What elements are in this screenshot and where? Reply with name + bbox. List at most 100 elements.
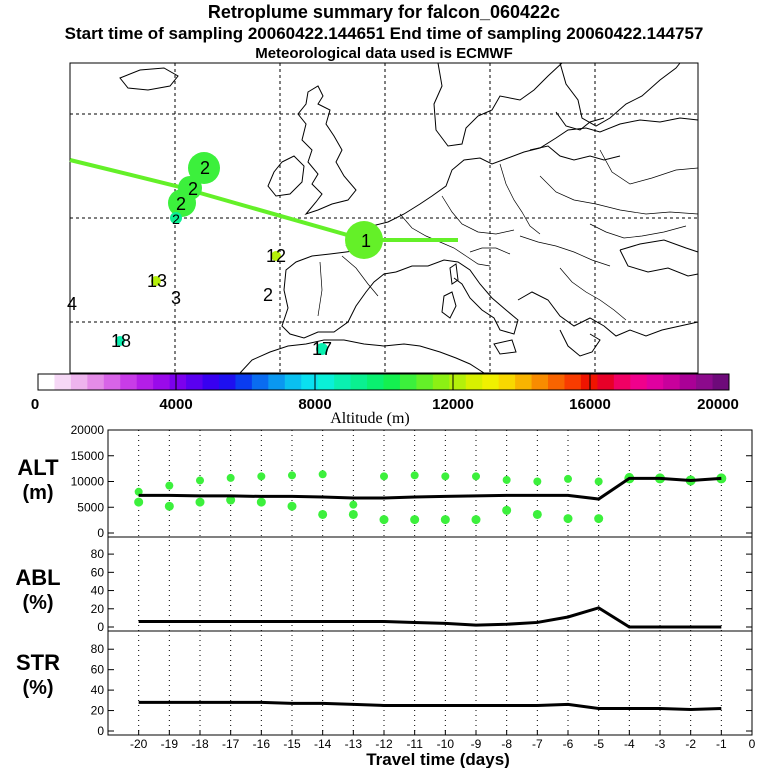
plume-label: 13 bbox=[147, 271, 167, 291]
colorbar-cell bbox=[103, 374, 121, 390]
y-tick-label: 60 bbox=[91, 565, 105, 579]
alt-series-line bbox=[138, 476, 722, 501]
y-tick-label: 5000 bbox=[77, 500, 104, 514]
altitude-scatter-point bbox=[195, 497, 205, 507]
map-gridlines bbox=[70, 63, 698, 373]
colorbar-cell bbox=[663, 374, 681, 390]
x-tick-label: -13 bbox=[345, 737, 363, 751]
x-tick-label: -6 bbox=[563, 737, 574, 751]
x-tick-label: -1 bbox=[716, 737, 727, 751]
chart-title: Retroplume summary for falcon_060422c bbox=[207, 2, 561, 22]
colorbar-tick-label: 0 bbox=[31, 396, 39, 413]
plume-cluster-marker bbox=[151, 276, 161, 286]
y-tick-label: 20 bbox=[91, 704, 105, 718]
altitude-scatter-point bbox=[472, 472, 480, 481]
alt-ylabel: ALT bbox=[17, 455, 59, 480]
x-axis-ticks: -20 -19 -18 -17 -16 -15 -14 -13 -12 -11 -10 -9 -8 -7-… bbox=[130, 730, 756, 751]
abl-y-ticks: 0 20 40 60 80 bbox=[91, 547, 752, 634]
y-tick-label: 15000 bbox=[71, 449, 105, 463]
colorbar-cell bbox=[679, 374, 697, 390]
str-ylabel: STR bbox=[16, 650, 60, 675]
x-tick-label: -16 bbox=[253, 737, 271, 751]
y-tick-label: 80 bbox=[91, 642, 105, 656]
colorbar-cell bbox=[548, 374, 565, 390]
altitude-scatter-point bbox=[380, 472, 388, 481]
altitude-scatter-point bbox=[318, 470, 327, 479]
colorbar-cell bbox=[54, 374, 72, 390]
plume-cluster-marker bbox=[168, 189, 196, 217]
y-tick-label: 20000 bbox=[71, 423, 105, 437]
colorbar-tick-label: 8000 bbox=[298, 396, 331, 413]
colorbar-cell bbox=[416, 374, 434, 390]
x-axis-title: Travel time (days) bbox=[366, 750, 510, 768]
alt-scatter bbox=[134, 470, 727, 525]
altitude-scatter-point bbox=[379, 515, 389, 525]
plume-label: 4 bbox=[67, 294, 77, 314]
plume-label: 17 bbox=[312, 339, 332, 359]
colorbar-cell bbox=[482, 374, 500, 390]
colorbar-cell bbox=[350, 374, 368, 390]
altitude-scatter-point bbox=[532, 509, 542, 519]
y-tick-label: 20 bbox=[91, 602, 105, 616]
altitude-scatter-point bbox=[410, 471, 419, 480]
x-tick-label: -2 bbox=[685, 737, 696, 751]
y-tick-label: 0 bbox=[97, 724, 104, 738]
x-tick-label: -9 bbox=[471, 737, 482, 751]
x-tick-label: -11 bbox=[406, 737, 423, 751]
altitude-scatter-point bbox=[257, 472, 266, 481]
colorbar-cell bbox=[613, 374, 631, 390]
altitude-scatter-point bbox=[318, 509, 328, 519]
colorbar-cell bbox=[284, 374, 302, 390]
plume-cluster-marker bbox=[170, 212, 182, 224]
x-tick-label: -10 bbox=[437, 737, 455, 751]
altitude-scatter-point bbox=[533, 477, 542, 486]
x-tick-label: 0 bbox=[749, 737, 756, 751]
str-ylabel-unit: (%) bbox=[22, 677, 53, 699]
x-tick-label: -4 bbox=[624, 737, 635, 751]
colorbar-cell bbox=[317, 374, 335, 390]
x-tick-label: -7 bbox=[532, 737, 543, 751]
plume-label: 18 bbox=[111, 331, 131, 351]
str-y-ticks: 0 20 40 60 80 bbox=[91, 642, 752, 738]
colorbar-cell bbox=[235, 374, 253, 390]
x-tick-label: -17 bbox=[222, 737, 240, 751]
colorbar-cell bbox=[646, 374, 664, 390]
colorbar-label: Altitude (m) bbox=[330, 410, 410, 427]
map-panel: 2 2 2 2 1 12 13 3 2 18 17 4 bbox=[67, 62, 699, 374]
colorbar-cell bbox=[186, 374, 204, 390]
y-tick-label: 10000 bbox=[71, 475, 105, 489]
colorbar-cell bbox=[449, 374, 467, 390]
colorbar-cell bbox=[301, 374, 319, 390]
altitude-scatter-point bbox=[288, 471, 296, 480]
x-tick-label: -18 bbox=[191, 737, 209, 751]
altitude-scatter-point bbox=[226, 473, 235, 482]
alt-panel: 0 5000 10000 15000 20000 ALT (m) bbox=[17, 423, 752, 540]
alt-ylabel-unit: (m) bbox=[22, 482, 53, 504]
altitude-scatter-point bbox=[471, 515, 481, 525]
plume-markers bbox=[115, 152, 383, 355]
altitude-scatter-point bbox=[134, 487, 143, 496]
altitude-scatter-point bbox=[410, 515, 420, 525]
colorbar-tick-label: 16000 bbox=[569, 396, 611, 413]
altitude-scatter-point bbox=[287, 501, 297, 511]
plume-cluster-marker bbox=[188, 152, 220, 184]
colorbar-cell bbox=[515, 374, 533, 390]
meteo-data-line: Meteorological data used is ECMWF bbox=[255, 45, 513, 62]
plume-label: 2 bbox=[200, 158, 210, 178]
colorbar-frame bbox=[37, 373, 730, 391]
altitude-scatter-point bbox=[164, 501, 174, 511]
colorbar-cell bbox=[268, 374, 286, 390]
abl-ylabel-unit: (%) bbox=[22, 592, 53, 614]
abl-ylabel: ABL bbox=[15, 565, 60, 590]
altitude-scatter-point bbox=[348, 509, 358, 519]
altitude-scatter-point bbox=[594, 514, 604, 524]
colorbar-cell bbox=[169, 374, 187, 390]
x-tick-label: -12 bbox=[375, 737, 393, 751]
altitude-scatter-point bbox=[165, 481, 174, 490]
altitude-scatter-point bbox=[502, 475, 511, 484]
colorbar-cell bbox=[712, 374, 730, 390]
time-series-panels: 0 5000 10000 15000 20000 ALT (m) 0 20 40 60 80 A… bbox=[15, 423, 755, 768]
x-tick-label: -14 bbox=[314, 737, 332, 751]
colorbar-cell bbox=[87, 374, 105, 390]
y-tick-label: 80 bbox=[91, 547, 105, 561]
